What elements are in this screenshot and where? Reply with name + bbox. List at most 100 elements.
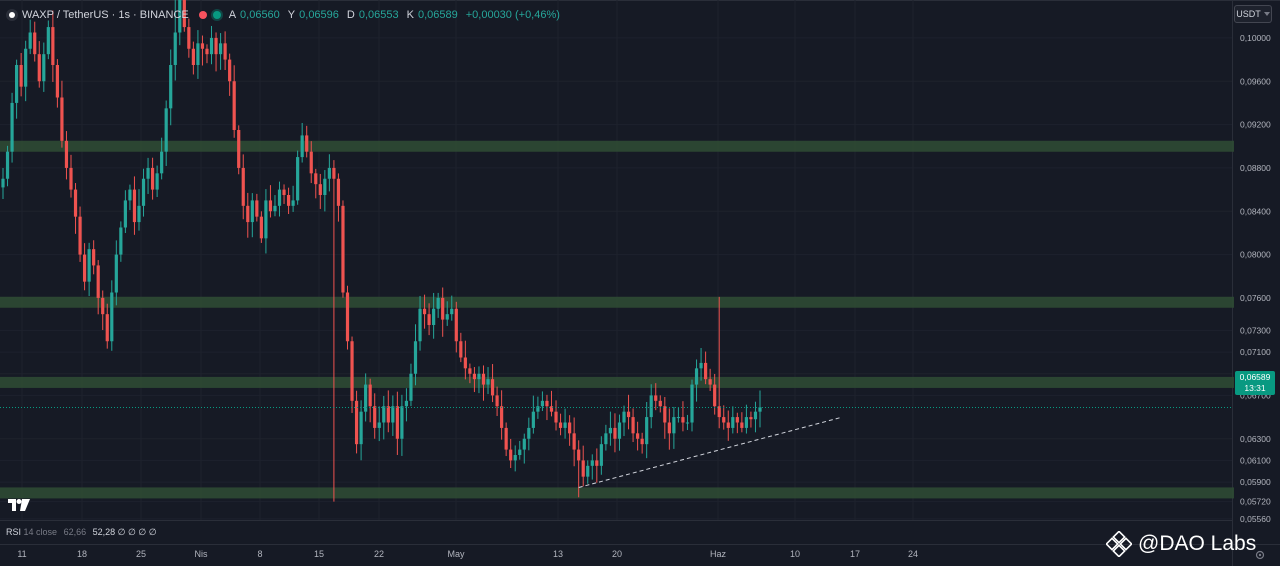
candle-body (105, 314, 109, 342)
candle-body (563, 422, 567, 428)
candle-body (14, 65, 19, 103)
candle-body (586, 465, 590, 477)
symbol-title[interactable]: WAXP / TetherUS · 1s · BINANCE (22, 9, 189, 21)
y-tick-label: 0,06700 (1240, 390, 1271, 400)
live-status-icon (212, 11, 221, 19)
candle-body (663, 406, 667, 423)
candle-body (323, 178, 327, 195)
gear-icon[interactable] (1255, 550, 1265, 560)
candle-body (160, 151, 164, 174)
candle-body (155, 173, 159, 190)
candle-body (581, 460, 585, 477)
candle-body (19, 65, 23, 87)
candle-body (758, 407, 762, 412)
candle-body (96, 265, 100, 298)
candle-body (228, 59, 232, 82)
x-tick-label: 24 (908, 549, 918, 559)
candle-body (404, 400, 409, 407)
candle-body (699, 362, 703, 369)
candle-body (441, 297, 445, 320)
candle-body (513, 455, 517, 461)
trendline (578, 416, 842, 488)
candle-body (749, 417, 753, 420)
candle-body (255, 200, 259, 217)
candle-body (468, 368, 472, 374)
last-price-tag: 0,06589 13:31 (1235, 371, 1275, 395)
y-tick-label: 0,05560 (1240, 514, 1271, 524)
candle-body (128, 189, 132, 201)
candle-body (327, 167, 331, 179)
candle-body (522, 438, 526, 450)
candle-body (164, 108, 168, 152)
candle-body (205, 48, 209, 55)
candle-body (731, 417, 735, 428)
candle-body (196, 43, 200, 65)
y-tick-label: 0,09200 (1240, 120, 1271, 130)
candle-body (604, 433, 608, 445)
currency-selector[interactable]: USDT (1234, 5, 1272, 23)
candle-body (123, 200, 127, 228)
candle-body (237, 130, 241, 168)
candle-body (527, 427, 531, 439)
watermark: @DAO Labs (1106, 530, 1256, 558)
candle-body (241, 167, 245, 206)
candle-body (55, 65, 59, 98)
open-value: 0,06560 (240, 9, 280, 21)
candle-body (42, 54, 46, 82)
candle-body (173, 32, 177, 65)
horizontal-zone (0, 487, 1234, 499)
symbol-legend: WAXP / TetherUS · 1s · BINANCE A 0,06560 … (6, 7, 560, 23)
candle-body (73, 189, 78, 217)
close-key: K (406, 9, 414, 21)
candle-body (51, 27, 55, 65)
candle-body (667, 422, 671, 434)
x-tick-label: Haz (710, 549, 727, 559)
candle-body (753, 411, 758, 420)
candle-body (690, 384, 694, 423)
candle-body (101, 297, 105, 315)
y-tick-label: 0,09600 (1240, 76, 1271, 86)
candle-body (595, 460, 599, 466)
currency-label: USDT (1236, 9, 1261, 19)
candle-body (509, 449, 513, 461)
candle-body (708, 379, 712, 385)
candle-body (46, 27, 50, 55)
candle-body (681, 417, 685, 423)
candle-body (282, 189, 286, 195)
rsi-legend[interactable]: RSI 14 close 62,66 52,28 ∅ ∅ ∅ ∅ (6, 527, 157, 538)
y-tick-label: 0,07600 (1240, 293, 1271, 303)
chevron-down-icon (1263, 12, 1270, 16)
candle-body (504, 427, 508, 450)
candle-body (631, 417, 635, 434)
y-tick-label: 0,07100 (1240, 347, 1271, 357)
low-value: 0,06553 (358, 9, 399, 21)
candle-body (418, 308, 422, 342)
candle-body (246, 205, 250, 223)
candle-body (382, 406, 386, 423)
candle-body (704, 362, 708, 380)
symbol-logo-icon (6, 9, 18, 21)
open-key: A (228, 9, 237, 21)
x-tick-label: 22 (374, 549, 384, 559)
x-tick-label: 17 (850, 549, 860, 559)
rsi-params: 14 close (23, 527, 58, 537)
candle-body (10, 102, 14, 152)
candle-body (146, 167, 150, 179)
y-tick-label: 0,07300 (1240, 325, 1271, 335)
candle-body (735, 417, 739, 423)
candle-body (218, 43, 223, 55)
candle-body (577, 449, 581, 461)
candle-body (636, 433, 640, 439)
candle-body (459, 341, 463, 358)
candle-body (463, 357, 467, 369)
candle-body (645, 417, 649, 445)
x-tick-label: 11 (17, 549, 26, 559)
candle-body (191, 48, 195, 65)
tradingview-logo-icon[interactable] (8, 499, 30, 511)
candle-body (722, 417, 726, 423)
candle-body (427, 314, 431, 325)
watermark-text: @DAO Labs (1138, 532, 1257, 555)
y-tick-label: 0,05720 (1240, 497, 1271, 507)
